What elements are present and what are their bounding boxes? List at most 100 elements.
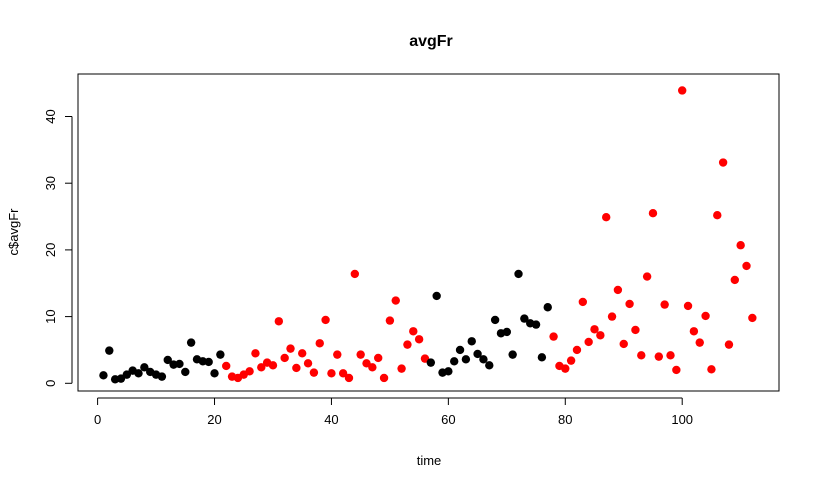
data-point [572, 345, 582, 355]
data-point [391, 296, 400, 305]
data-point [181, 367, 190, 377]
data-point [99, 371, 108, 380]
data-point [450, 357, 459, 366]
data-point [455, 345, 465, 355]
data-point [584, 337, 593, 347]
data-point [257, 363, 266, 372]
data-point [344, 373, 354, 383]
data-points [99, 86, 757, 384]
data-point [683, 301, 693, 311]
data-point [730, 275, 740, 285]
data-point [736, 241, 745, 250]
y-tick-label: 30 [43, 176, 58, 190]
data-point [426, 358, 436, 367]
data-point [485, 361, 494, 370]
y-tick-label: 40 [43, 109, 58, 123]
data-point [420, 354, 430, 363]
data-point [210, 369, 219, 378]
data-point [403, 340, 412, 349]
data-point [175, 359, 184, 369]
data-point [292, 363, 301, 373]
data-point [660, 300, 669, 309]
data-point [473, 349, 482, 359]
data-point [637, 351, 646, 360]
data-point [672, 365, 681, 375]
data-point [327, 369, 336, 378]
data-point [315, 339, 324, 348]
data-point [432, 291, 441, 301]
data-point [678, 86, 687, 95]
x-tick-label: 80 [558, 412, 572, 427]
data-point [303, 359, 313, 368]
data-point [309, 368, 319, 377]
data-point [204, 357, 213, 367]
data-point [607, 312, 617, 321]
data-point [333, 350, 342, 359]
data-point [140, 363, 149, 372]
data-point [216, 350, 225, 359]
data-point [321, 315, 330, 325]
data-point [274, 317, 284, 326]
data-point [543, 303, 552, 312]
data-point [508, 350, 517, 359]
data-point [701, 311, 710, 321]
data-point [268, 361, 278, 370]
data-point [625, 299, 634, 309]
data-point [461, 355, 471, 364]
data-point [689, 327, 699, 336]
data-point [368, 363, 377, 372]
data-point [566, 356, 576, 365]
data-point [397, 364, 406, 373]
data-point [245, 367, 254, 376]
y-axis-label: c$avgFr [6, 208, 21, 256]
data-point [298, 349, 307, 358]
data-point [105, 346, 114, 355]
data-point [742, 261, 751, 271]
data-point [578, 297, 588, 307]
chart-title: avgFr [409, 33, 453, 50]
x-tick-label: 100 [671, 412, 693, 427]
data-point [666, 351, 675, 360]
x-tick-label: 40 [324, 412, 338, 427]
data-point [631, 325, 640, 335]
data-point [374, 353, 383, 363]
data-point [444, 367, 453, 376]
data-point [350, 269, 360, 279]
data-point [718, 158, 728, 167]
data-point [163, 355, 172, 365]
data-point [713, 211, 722, 220]
data-point [561, 364, 570, 373]
x-tick-label: 60 [441, 412, 455, 427]
data-point [490, 315, 500, 325]
data-point [596, 331, 605, 340]
x-axis-label: time [417, 453, 442, 468]
y-tick-label: 10 [43, 309, 58, 323]
data-point [479, 355, 488, 364]
data-point [707, 365, 716, 374]
x-axis: 0 20 40 60 80 100 [94, 397, 693, 427]
data-point [619, 339, 628, 349]
data-point [157, 372, 167, 381]
data-point [748, 313, 757, 323]
data-point [338, 369, 348, 378]
data-point [409, 327, 418, 336]
data-point [116, 374, 126, 383]
data-point [642, 272, 652, 281]
data-point [362, 359, 371, 368]
data-point [531, 320, 541, 329]
data-point [134, 369, 143, 378]
data-point [356, 350, 365, 359]
data-point [122, 370, 132, 379]
data-point [602, 213, 611, 222]
data-point [537, 353, 547, 362]
data-point [654, 352, 664, 361]
data-point [186, 338, 196, 347]
plot-frame [77, 73, 780, 392]
x-tick-label: 20 [207, 412, 221, 427]
data-point [514, 269, 523, 279]
data-point [520, 314, 529, 323]
data-point [467, 337, 476, 346]
data-point [695, 338, 704, 347]
data-point [724, 340, 734, 349]
